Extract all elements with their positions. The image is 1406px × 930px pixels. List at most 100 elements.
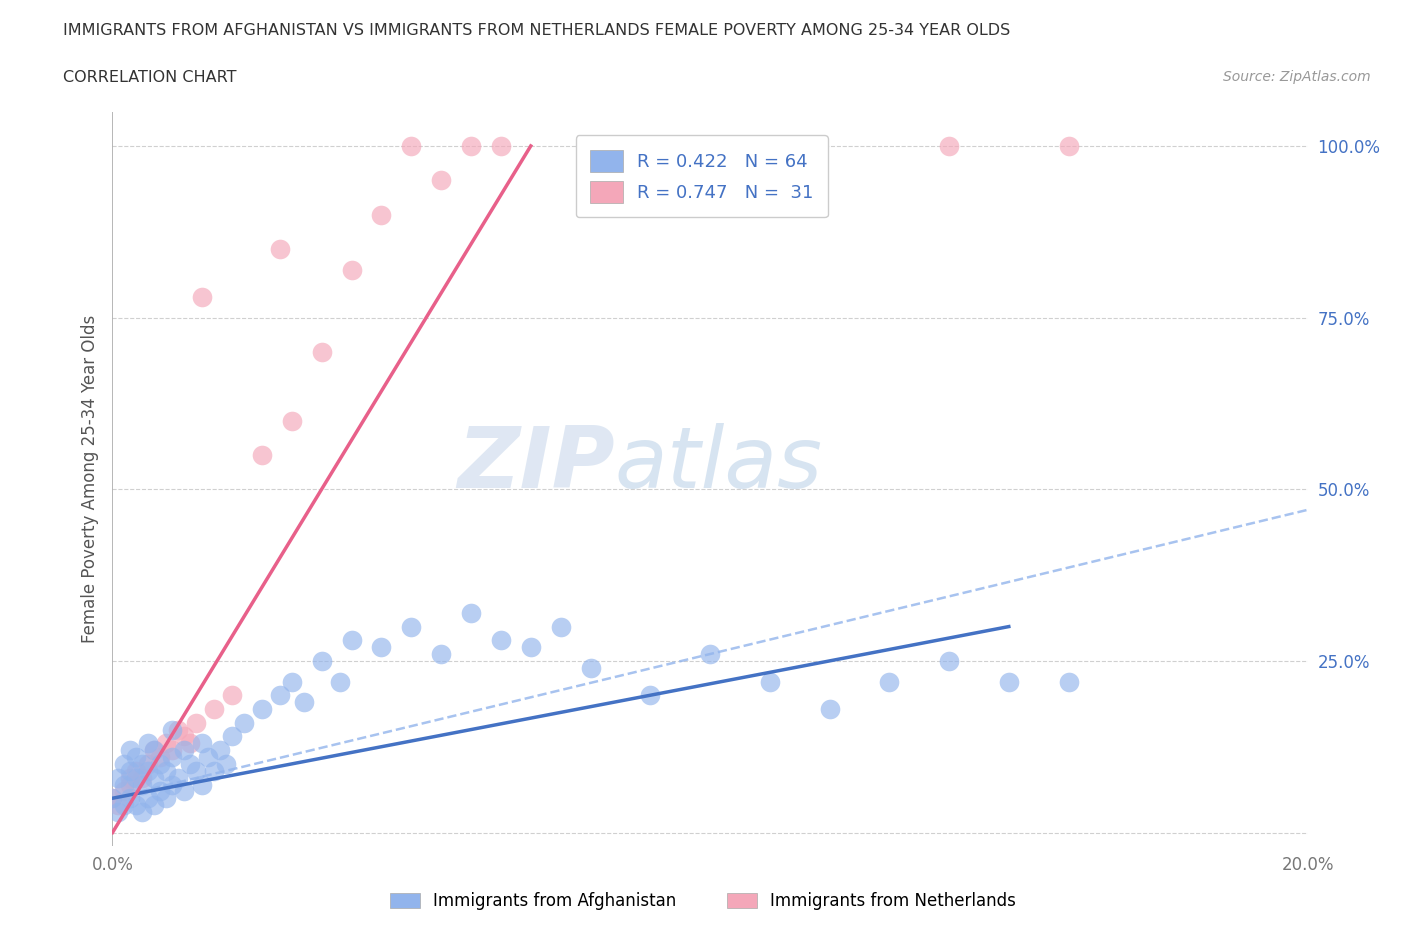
Point <box>186 715 208 730</box>
Point <box>202 701 225 716</box>
Point <box>179 736 201 751</box>
Point <box>173 784 195 799</box>
Point <box>640 688 662 703</box>
Point <box>250 447 273 462</box>
Text: Source: ZipAtlas.com: Source: ZipAtlas.com <box>1223 70 1371 84</box>
Point <box>329 674 352 689</box>
Point <box>197 750 219 764</box>
Point <box>101 790 124 805</box>
Point <box>138 790 160 805</box>
Point <box>430 646 453 661</box>
Point <box>114 756 135 771</box>
Point <box>125 750 148 764</box>
Point <box>998 674 1021 689</box>
Point <box>340 633 363 648</box>
Point <box>131 770 153 785</box>
Point <box>120 777 142 792</box>
Point <box>340 262 363 277</box>
Point <box>114 777 135 792</box>
Point <box>1057 674 1080 689</box>
Point <box>370 640 392 655</box>
Text: IMMIGRANTS FROM AFGHANISTAN VS IMMIGRANTS FROM NETHERLANDS FEMALE POVERTY AMONG : IMMIGRANTS FROM AFGHANISTAN VS IMMIGRANT… <box>63 23 1011 38</box>
Point <box>107 798 129 813</box>
Point <box>120 770 142 785</box>
Point <box>269 242 291 257</box>
Point <box>191 736 214 751</box>
Point <box>879 674 901 689</box>
Point <box>281 413 304 428</box>
Point <box>149 750 172 764</box>
Point <box>1057 139 1080 153</box>
Point <box>281 674 304 689</box>
Point <box>125 770 148 785</box>
Point <box>125 764 148 778</box>
Point <box>759 674 782 689</box>
Point <box>120 790 142 805</box>
Point <box>191 289 214 304</box>
Point <box>179 756 201 771</box>
Point <box>138 756 160 771</box>
Point <box>162 750 183 764</box>
Point <box>138 764 160 778</box>
Point <box>209 743 232 758</box>
Point <box>460 139 482 153</box>
Point <box>131 777 153 792</box>
Point <box>143 770 166 785</box>
Point <box>173 743 195 758</box>
Point <box>489 633 512 648</box>
Legend: R = 0.422   N = 64, R = 0.747   N =  31: R = 0.422 N = 64, R = 0.747 N = 31 <box>575 136 828 218</box>
Point <box>202 764 225 778</box>
Point <box>311 654 333 669</box>
Point <box>579 660 602 675</box>
Point <box>221 688 243 703</box>
Point <box>818 701 841 716</box>
Point <box>155 790 177 805</box>
Point <box>131 804 153 819</box>
Point <box>520 640 543 655</box>
Point <box>186 764 208 778</box>
Point <box>138 736 160 751</box>
Point <box>173 729 195 744</box>
Point <box>550 619 572 634</box>
Point <box>311 344 333 359</box>
Point <box>120 743 142 758</box>
Point <box>162 722 183 737</box>
Point <box>938 654 960 669</box>
Point <box>699 646 721 661</box>
Point <box>143 798 166 813</box>
Point <box>107 804 129 819</box>
Point <box>143 743 166 758</box>
Point <box>460 605 482 620</box>
Point <box>191 777 214 792</box>
Point <box>125 798 148 813</box>
Point <box>143 743 166 758</box>
Point <box>292 695 315 710</box>
Point <box>250 701 273 716</box>
Point <box>401 619 423 634</box>
Point <box>938 139 960 153</box>
Point <box>167 722 190 737</box>
Point <box>101 790 124 805</box>
Point <box>215 756 238 771</box>
Point <box>401 139 423 153</box>
Point <box>131 756 153 771</box>
Point <box>167 770 190 785</box>
Point <box>114 798 135 813</box>
Point <box>221 729 243 744</box>
Point <box>370 207 392 222</box>
Point <box>269 688 291 703</box>
Text: atlas: atlas <box>614 423 823 506</box>
Point <box>114 784 135 799</box>
Point <box>162 743 183 758</box>
Point <box>430 173 453 188</box>
Legend: Immigrants from Afghanistan, Immigrants from Netherlands: Immigrants from Afghanistan, Immigrants … <box>384 885 1022 917</box>
Point <box>155 764 177 778</box>
Point <box>155 736 177 751</box>
Text: ZIP: ZIP <box>457 423 614 506</box>
Point <box>149 756 172 771</box>
Point <box>162 777 183 792</box>
Point <box>489 139 512 153</box>
Point <box>149 784 172 799</box>
Text: CORRELATION CHART: CORRELATION CHART <box>63 70 236 85</box>
Point <box>233 715 256 730</box>
